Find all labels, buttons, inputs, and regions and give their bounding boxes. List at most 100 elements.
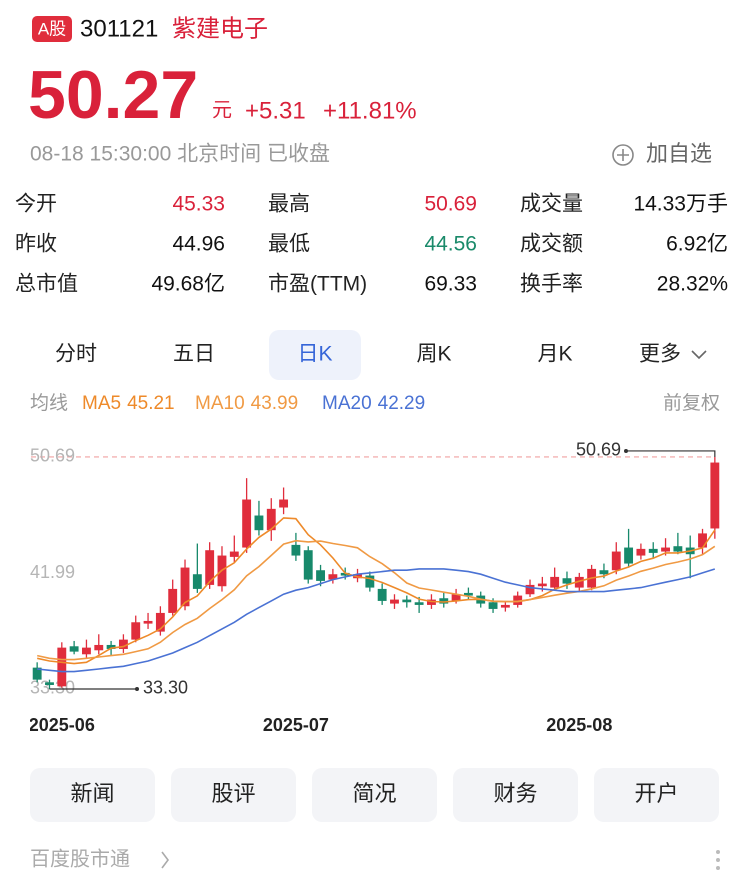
footer-brand[interactable]: 百度股市通 — [30, 847, 130, 870]
candle-body — [168, 588, 178, 613]
plus-icon — [612, 144, 634, 166]
stat-value: 50.69 — [424, 193, 477, 216]
x-axis-labels: 2025-06 2025-07 2025-08 — [29, 715, 612, 735]
dot — [716, 850, 720, 854]
candle-body — [574, 576, 584, 588]
market-badge — [32, 16, 72, 42]
candle-body — [377, 588, 387, 601]
x-tick-label: 2025-08 — [546, 715, 612, 735]
legend-name: MA5 — [82, 393, 121, 414]
legend-label: 均线 — [30, 392, 68, 414]
candle-body — [291, 544, 301, 556]
ma-line — [37, 568, 716, 673]
watch-text[interactable]: 加自选 — [646, 141, 712, 166]
legend: MA5 45.21 MA10 43.99 MA20 42.29 — [82, 393, 425, 414]
tab[interactable]: 月K — [537, 343, 572, 366]
action-button[interactable]: 财务 — [453, 768, 578, 822]
tab-active-bg — [269, 330, 361, 380]
legend-name: MA10 — [195, 393, 245, 414]
stat-value: 6.92亿 — [666, 233, 728, 256]
y-tick-label: 50.69 — [30, 446, 75, 466]
button-bg — [594, 768, 719, 822]
button-label[interactable]: 新闻 — [70, 781, 114, 806]
tabs: 分时 五日 日K 周K 月K 更多 — [55, 330, 707, 380]
candle-body — [340, 572, 350, 576]
x-tick-label: 2025-06 — [29, 715, 95, 735]
candle-body — [279, 499, 289, 508]
more-dots[interactable] — [716, 850, 720, 870]
tab-chevron — [691, 350, 707, 360]
candle-body — [57, 647, 67, 687]
stat-label: 最低 — [268, 233, 310, 256]
button-bg — [171, 768, 296, 822]
candle-body — [69, 646, 79, 652]
candle-body — [488, 602, 498, 609]
stat-label: 成交量 — [520, 193, 583, 216]
adjust-mode[interactable]: 前复权 — [663, 392, 720, 414]
max-dot — [624, 448, 628, 453]
button-label[interactable]: 简况 — [352, 781, 396, 806]
tab[interactable]: 周K — [416, 343, 451, 366]
action-button[interactable]: 新闻 — [30, 768, 155, 822]
stat-value: 44.96 — [172, 233, 225, 256]
candle-body — [266, 508, 276, 531]
price-change-pct: +11.81% — [323, 97, 417, 124]
candle-body — [316, 570, 325, 581]
tab[interactable]: 更多 — [639, 343, 681, 366]
stat-value: 28.32% — [657, 273, 728, 296]
candle-body — [32, 667, 42, 680]
stock-name: 紫建电子 — [172, 15, 268, 42]
candle-body — [513, 595, 523, 605]
candle-body — [118, 639, 128, 649]
stat-label: 换手率 — [520, 273, 583, 296]
candle-body — [303, 550, 313, 580]
candle-body — [82, 647, 91, 655]
action-button[interactable]: 简况 — [312, 768, 437, 822]
min-label: 33.30 — [143, 678, 188, 698]
button-label[interactable]: 股评 — [211, 781, 255, 806]
button-label[interactable]: 开户 — [634, 781, 678, 806]
tab[interactable]: 五日 — [173, 343, 215, 366]
legend-value: 43.99 — [251, 393, 299, 414]
stat-label: 成交额 — [520, 233, 583, 256]
candle-body — [254, 515, 264, 531]
action-button[interactable]: 股评 — [171, 768, 296, 822]
candle-body — [205, 550, 215, 585]
tab[interactable]: 分时 — [55, 343, 97, 366]
candle-body — [94, 644, 104, 651]
candle-body — [131, 622, 141, 640]
candle-body — [599, 570, 609, 575]
stat-label: 最高 — [268, 193, 310, 216]
watch-button[interactable]: 加自选 — [612, 141, 712, 166]
stat-label: 市盈(TTM) — [268, 273, 367, 296]
button-bg — [312, 768, 437, 822]
dot — [716, 866, 720, 870]
tab[interactable]: 日K — [297, 343, 332, 366]
button-bg — [453, 768, 578, 822]
stat-value: 14.33万手 — [633, 193, 728, 216]
y-tick-label: 41.99 — [30, 562, 75, 582]
footer-chevron — [161, 851, 169, 869]
ma-line — [37, 517, 716, 665]
ma-line — [37, 539, 716, 661]
min-dot — [135, 686, 139, 691]
candle-body — [192, 574, 202, 589]
candle-body — [106, 644, 116, 649]
x-tick-label: 2025-07 — [263, 715, 329, 735]
candle-body — [143, 620, 153, 624]
candle-body — [390, 599, 399, 604]
buttons: 新闻 股评 简况 财务 开户 — [30, 768, 719, 822]
button-label[interactable]: 财务 — [493, 781, 537, 806]
stock-code: 301121 — [80, 15, 158, 42]
candle-body — [463, 592, 473, 596]
candle-body — [624, 547, 634, 564]
candle-body — [698, 533, 707, 548]
candle-body — [611, 551, 621, 571]
candle-body — [242, 499, 252, 548]
candle-body — [45, 682, 54, 685]
action-button[interactable]: 开户 — [594, 768, 719, 822]
